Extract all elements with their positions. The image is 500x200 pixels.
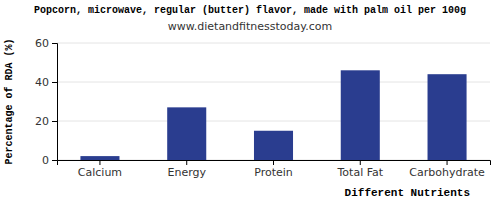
plot: 0 20 40 60 Calcium Energy Protein Total Fat Carb… [35, 37, 491, 179]
x-tick: Carbohydrate [409, 160, 485, 179]
x-tick-mark [447, 160, 448, 165]
x-tick-label: Calcium [78, 166, 122, 179]
y-tick: 60 [35, 37, 57, 50]
y-tick-label: 60 [35, 37, 49, 50]
x-tick-label: Total Fat [336, 166, 383, 179]
grid-line [57, 82, 490, 83]
x-tick-mark [273, 160, 274, 165]
y-tick: 40 [35, 76, 57, 89]
y-tick-label: 0 [42, 154, 49, 167]
y-tick-label: 20 [35, 115, 49, 128]
x-tick-label: Carbohydrate [409, 166, 485, 179]
x-tick-mark [360, 160, 361, 165]
x-axis: Calcium Energy Protein Total Fat Carbohydrat… [58, 160, 491, 179]
x-tick-mark [99, 160, 100, 165]
x-tick: Protein [254, 160, 293, 179]
x-axis-title: Different Nutrients [345, 187, 470, 199]
x-tick: Calcium [78, 160, 122, 179]
grid [57, 43, 490, 160]
y-tick: 20 [35, 115, 57, 128]
x-tick: Total Fat [336, 160, 383, 179]
bars [80, 70, 466, 160]
y-tick-mark [52, 43, 57, 44]
y-tick-label: 40 [35, 76, 49, 89]
bar [167, 107, 206, 160]
bar [80, 156, 119, 160]
x-tick-mark [186, 160, 187, 165]
y-tick-mark [52, 121, 57, 122]
y-tick-mark [52, 82, 57, 83]
bar [428, 74, 467, 160]
x-tick-label: Energy [167, 166, 206, 179]
subtitle: www.dietandfitnesstoday.com [168, 20, 332, 33]
x-axis-line [58, 161, 491, 166]
y-axis-line [52, 44, 58, 161]
y-axis: 0 20 40 60 [35, 37, 58, 167]
y-tick-mark [52, 160, 57, 161]
x-tick: Energy [167, 160, 206, 179]
y-tick: 0 [42, 154, 57, 167]
y-axis-title: Percentage of RDA (%) [4, 38, 15, 164]
x-tick-label: Protein [254, 166, 293, 179]
bar [341, 70, 380, 160]
grid-line [57, 43, 490, 44]
chart: 0 20 40 60 Calcium Energy Protein Total Fat Carb… [0, 0, 500, 200]
bar [254, 131, 293, 160]
title: Popcorn, microwave, regular (butter) fla… [34, 5, 466, 16]
grid-line [57, 121, 490, 122]
